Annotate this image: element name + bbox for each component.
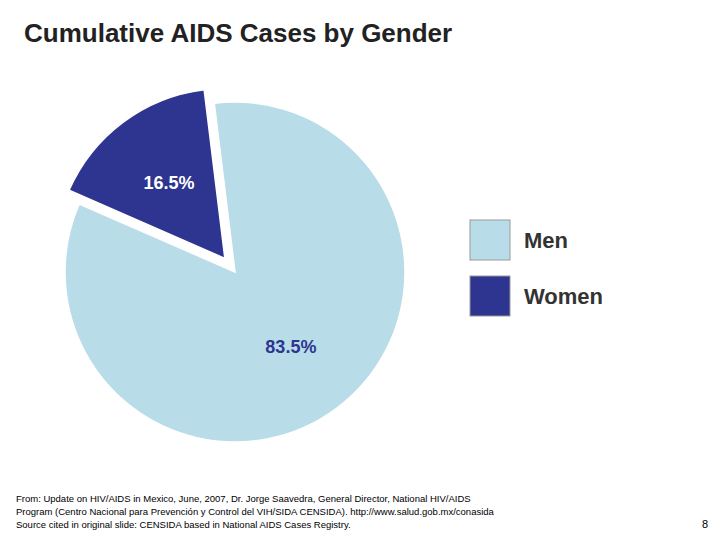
page-number: 8	[702, 518, 708, 530]
legend-swatch	[470, 276, 510, 316]
data-label: 83.5%	[265, 337, 316, 357]
legend-item: Men	[470, 220, 568, 260]
legend: Men Women	[470, 220, 603, 316]
pie: 83.5% 16.5%	[65, 90, 405, 442]
footer-line: Source cited in original slide: CENSIDA …	[16, 519, 351, 530]
slice	[69, 90, 225, 259]
legend-label: Men	[524, 228, 568, 253]
data-label: 16.5%	[143, 173, 194, 193]
footer-line: From: Update on HIV/AIDS in Mexico, June…	[16, 493, 471, 504]
legend-swatch	[470, 220, 510, 260]
legend-item: Women	[470, 276, 603, 316]
chart: Cumulative AIDS Cases by Gender 83.5% 16.5…	[0, 0, 720, 540]
title: Cumulative AIDS Cases by Gender	[24, 18, 452, 48]
footer: From: Update on HIV/AIDS in Mexico, June…	[16, 493, 495, 530]
footer-line: Program (Centro Nacional para Prevención…	[16, 506, 495, 517]
legend-label: Women	[524, 284, 603, 309]
